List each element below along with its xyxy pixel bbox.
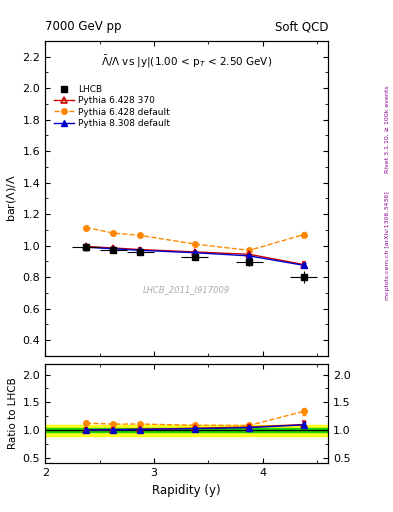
Text: $\bar{\Lambda}/\Lambda$ vs |y|(1.00 < p$_T$ < 2.50 GeV): $\bar{\Lambda}/\Lambda$ vs |y|(1.00 < p$…	[101, 54, 272, 70]
Text: LHCB_2011_I917009: LHCB_2011_I917009	[143, 285, 230, 294]
Y-axis label: bar($\Lambda$)/$\Lambda$: bar($\Lambda$)/$\Lambda$	[5, 175, 18, 222]
Legend: LHCB, Pythia 6.428 370, Pythia 6.428 default, Pythia 8.308 default: LHCB, Pythia 6.428 370, Pythia 6.428 def…	[51, 81, 173, 132]
Text: Soft QCD: Soft QCD	[275, 20, 328, 33]
Text: 7000 GeV pp: 7000 GeV pp	[45, 20, 122, 33]
Bar	[45, 428, 328, 432]
Bar	[45, 424, 328, 436]
X-axis label: Rapidity (y): Rapidity (y)	[152, 484, 221, 497]
Y-axis label: Ratio to LHCB: Ratio to LHCB	[8, 377, 18, 450]
Text: mcplots.cern.ch [arXiv:1306.3436]: mcplots.cern.ch [arXiv:1306.3436]	[385, 191, 389, 300]
Text: Rivet 3.1.10, ≥ 100k events: Rivet 3.1.10, ≥ 100k events	[385, 86, 389, 173]
